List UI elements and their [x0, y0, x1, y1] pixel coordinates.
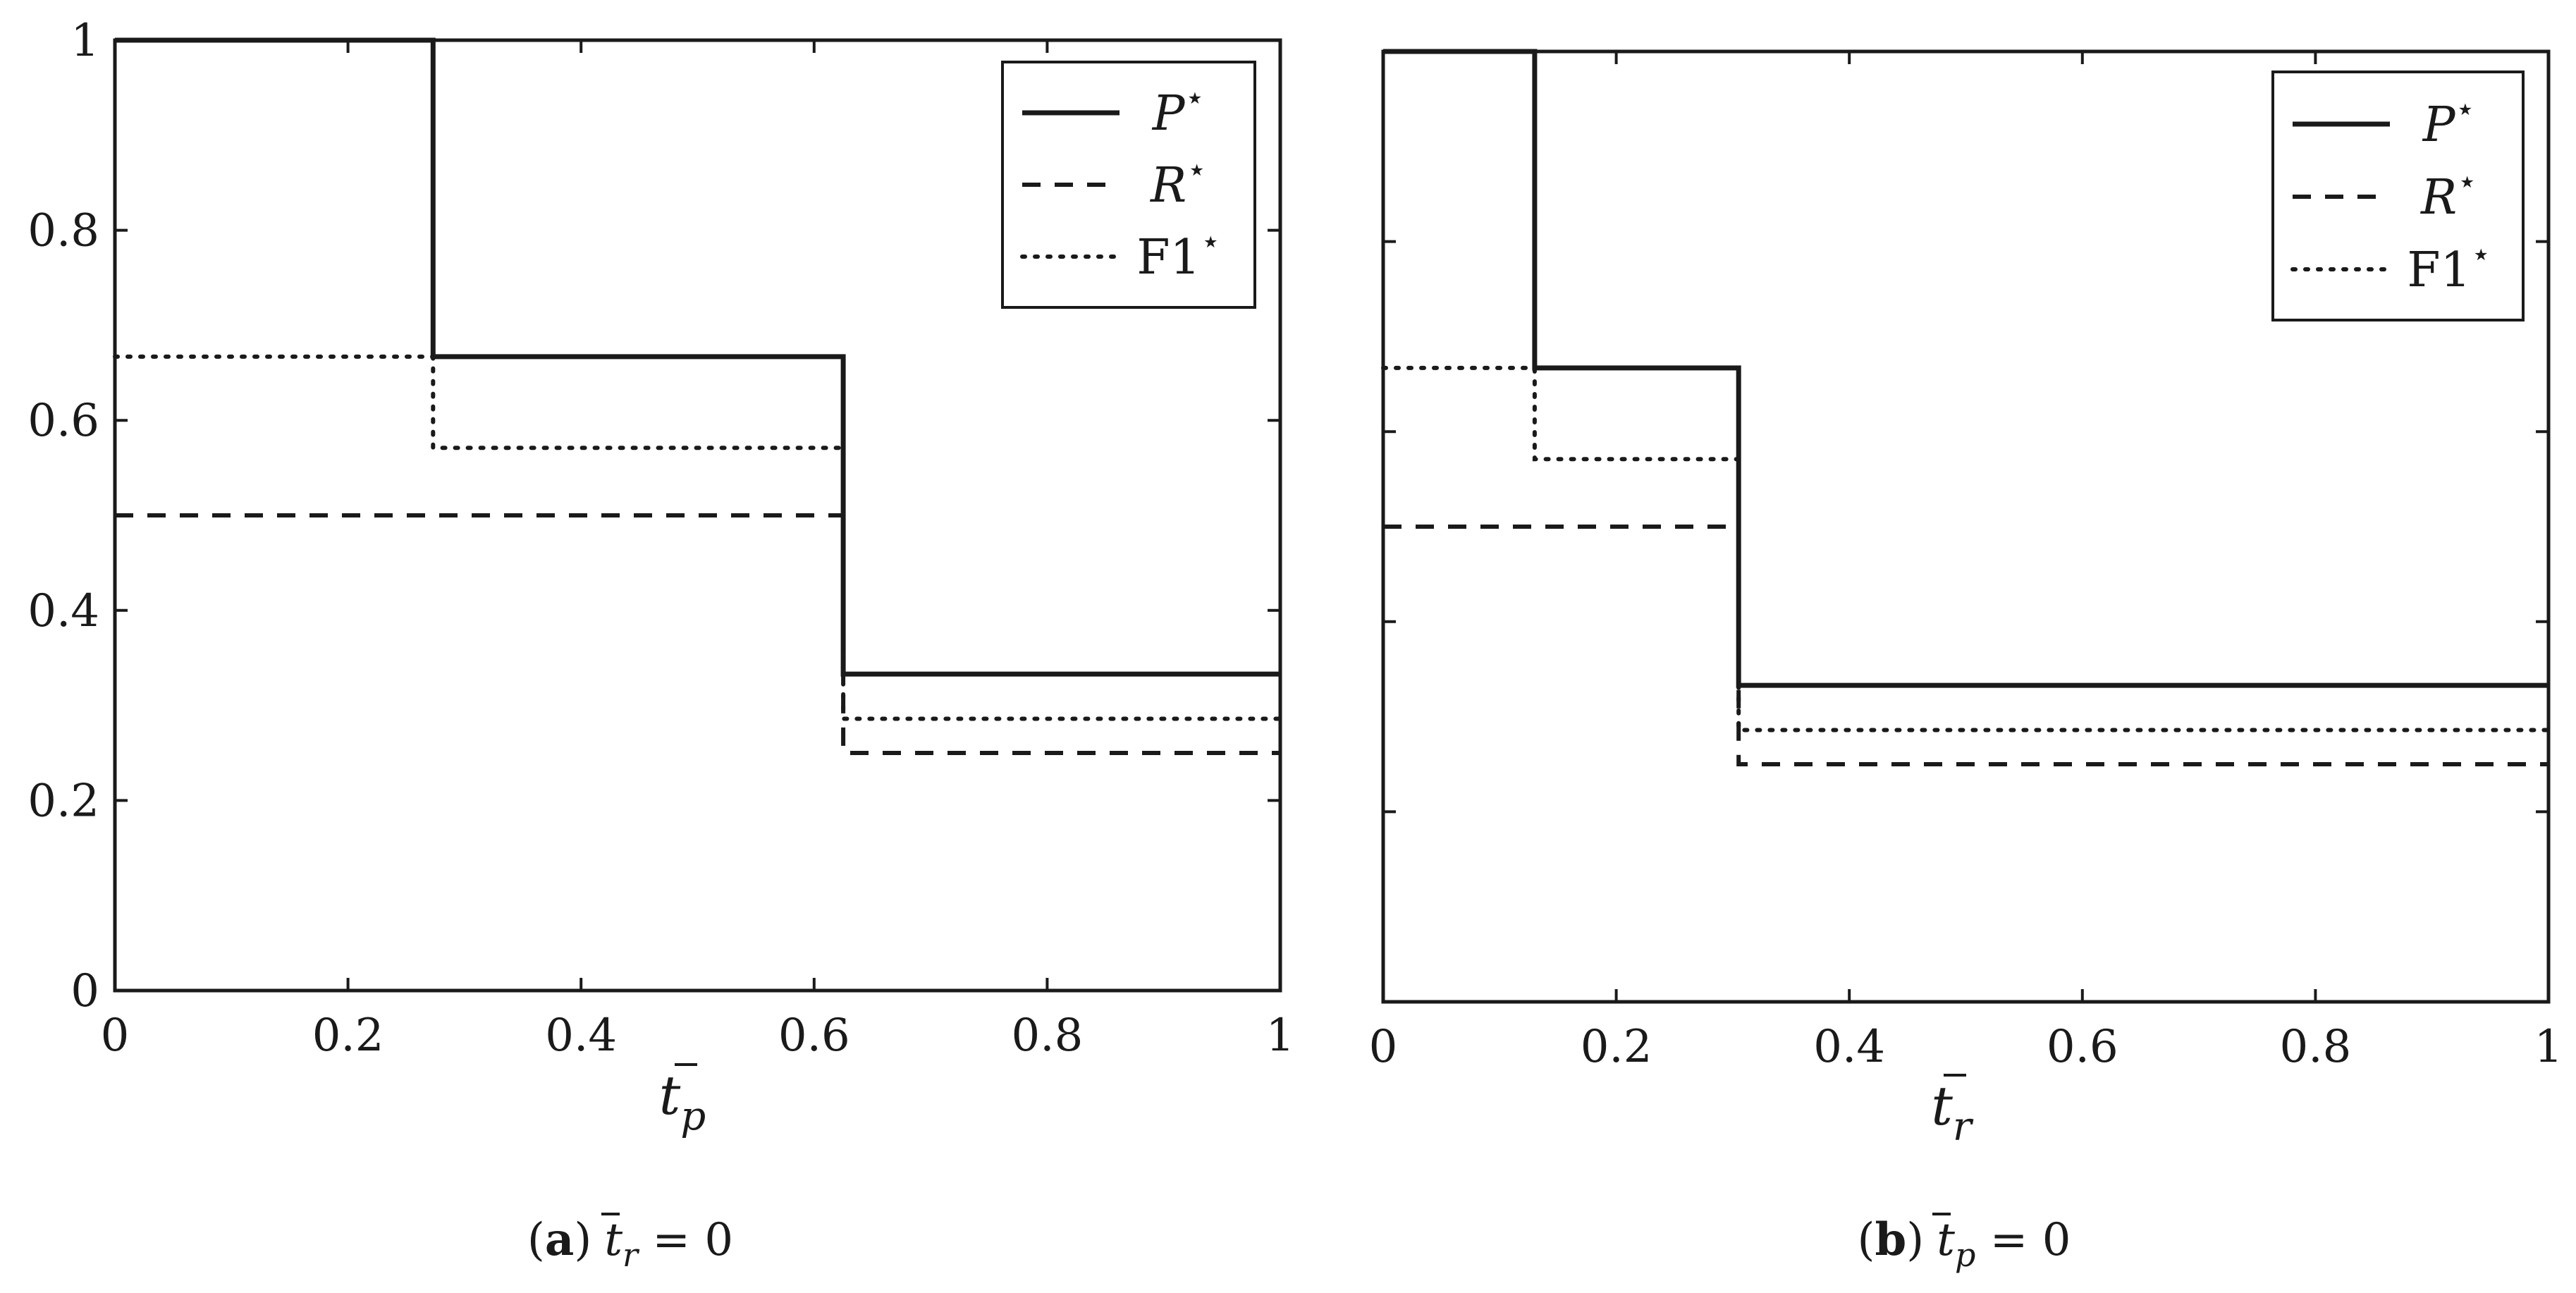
x-tick-label-a-3: 0.6 [778, 1010, 850, 1062]
legend-label-r-a: R⋆ [1149, 150, 1207, 214]
x-tick-label-a-1: 0.2 [312, 1010, 384, 1062]
legend-label-p-a: P⋆ [1151, 78, 1206, 142]
y-tick-label-a-4: 0.8 [27, 205, 99, 257]
x-tick-label-a-5: 1 [1266, 1010, 1295, 1062]
svg-text:(a)tr = 0: (a) tr = 0 [527, 1213, 733, 1274]
x-tick-label-b-3: 0.6 [2047, 1021, 2118, 1073]
legend-label-f1-b: F1⋆ [2407, 235, 2491, 298]
panel-b: 0 0.2 0.4 0.6 0.8 1 P⋆ R⋆ F1⋆ tr (b) tp = 0 [1369, 49, 2563, 1274]
legend-label-p-b: P⋆ [2422, 90, 2476, 153]
svg-text:(b)tp = 0: (b) tp = 0 [1858, 1213, 2071, 1274]
series-line-f1-a [113, 354, 1282, 721]
axis-ticks-a: 0 0.2 0.4 0.6 0.8 1 0 0.2 0.4 0.6 0.8 1 [27, 15, 1294, 1062]
x-tick-label-a-0: 0 [101, 1010, 130, 1062]
svg-text:tr: tr [1931, 1074, 1974, 1150]
axis-ticks-b: 0 0.2 0.4 0.6 0.8 1 [1369, 50, 2563, 1073]
legend-label-r-b: R⋆ [2419, 162, 2477, 226]
series-line-r-a [115, 513, 1280, 755]
x-tick-label-a-2: 0.4 [545, 1010, 617, 1062]
x-axis-label-b: tr [1931, 1074, 1974, 1150]
y-tick-label-a-3: 0.6 [27, 395, 99, 447]
caption-b: (b) tp = 0 [1858, 1213, 2071, 1274]
series-line-r-b [1383, 525, 2549, 766]
legend-a: P⋆ R⋆ F1⋆ [1001, 61, 1256, 309]
x-tick-label-b-0: 0 [1369, 1021, 1398, 1073]
legend-box-a [1001, 61, 1256, 309]
panel-a: 0 0.2 0.4 0.6 0.8 1 0 0.2 0.4 0.6 0.8 1 P⋆ R⋆ F1⋆ t… [27, 15, 1294, 1274]
x-tick-label-b-5: 1 [2534, 1021, 2563, 1073]
series-line-p-a [115, 37, 1280, 677]
x-axis-label-a: tp [659, 1063, 706, 1139]
legend-label-f1-a: F1⋆ [1136, 222, 1220, 286]
series-lines-b [1381, 49, 2551, 766]
x-tick-label-a-4: 0.8 [1012, 1010, 1084, 1062]
series-line-f1-b [1381, 365, 2551, 733]
legend-box-b [2271, 71, 2525, 321]
svg-text:tp: tp [659, 1064, 706, 1139]
y-tick-label-a-2: 0.4 [27, 585, 99, 637]
y-tick-label-a-1: 0.2 [27, 775, 99, 827]
y-tick-label-a-5: 1 [70, 15, 99, 67]
x-tick-label-b-1: 0.2 [1581, 1021, 1652, 1073]
series-line-p-b [1383, 49, 2549, 688]
series-lines-a [113, 37, 1282, 755]
y-tick-label-a-0: 0 [70, 965, 99, 1017]
x-tick-label-b-4: 0.8 [2280, 1021, 2352, 1073]
legend-b: P⋆ R⋆ F1⋆ [2271, 71, 2525, 321]
x-tick-label-b-2: 0.4 [1813, 1021, 1885, 1073]
caption-a: (a) tr = 0 [527, 1213, 733, 1274]
